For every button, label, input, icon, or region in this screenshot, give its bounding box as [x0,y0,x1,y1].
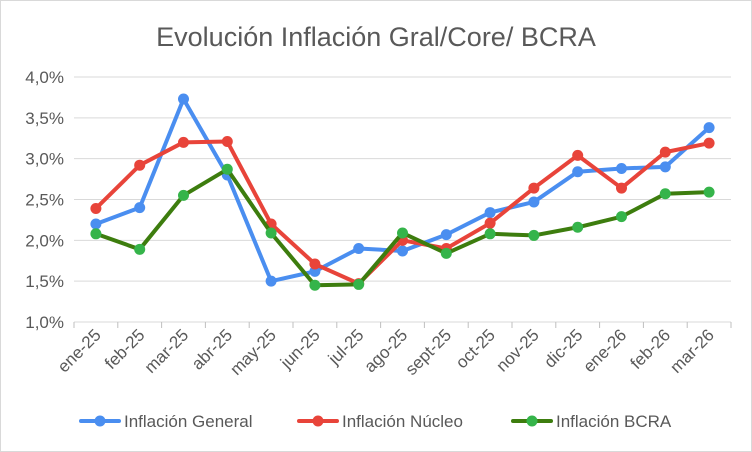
x-tick-label: feb-25 [101,325,149,373]
y-tick-label: 3,5% [25,109,64,128]
data-point [90,202,102,214]
legend-item: Inflación Núcleo [297,412,463,431]
x-tick-label: oct-25 [452,325,499,372]
data-point [397,245,408,257]
data-point [134,243,146,255]
series-line [93,139,712,286]
data-point [616,162,627,174]
data-point [440,247,452,259]
legend-marker [312,415,324,427]
data-point [134,202,146,214]
data-point [309,258,321,270]
y-tick-label: 1,0% [25,313,64,332]
legend-label: Inflación Núcleo [342,412,463,431]
x-tick-label: mar-26 [666,325,718,377]
data-point [703,137,715,149]
x-tick-label: ene-26 [579,325,630,376]
data-point [528,182,540,194]
data-point [659,188,671,200]
data-point [265,275,277,287]
data-point [353,243,365,254]
data-point [178,93,189,105]
data-point [572,166,584,178]
y-tick-label: 2,5% [25,191,64,210]
legend-marker [94,415,106,427]
grid-layer [73,76,732,328]
series-3 [90,163,715,291]
data-point [484,207,496,219]
legend-marker [526,415,538,427]
data-point [221,163,233,175]
data-point [90,228,102,240]
data-point [397,227,408,239]
data-point [178,189,189,201]
data-point [484,217,496,229]
data-point [178,136,189,148]
data-point [703,186,715,198]
x-tick-label: may-25 [226,325,280,379]
legend-item: Inflación General [79,412,253,431]
y-axis-ticks: 1,0% 1,5% 2,0% 2,5% 3,0% 3,5% 4,0% [25,68,64,332]
x-tick-label: jun-25 [276,325,324,373]
x-tick-label: ene-25 [54,325,105,376]
x-tick-label: feb-26 [627,325,675,373]
legend: Inflación General Inflación Núcleo Inflaci… [79,412,672,431]
y-tick-label: 4,0% [25,68,64,87]
data-point [221,136,233,148]
data-point [90,218,102,230]
data-point [528,196,540,208]
data-point [572,149,584,161]
data-point [134,159,146,171]
legend-label: Inflación General [124,412,253,431]
series-layer [90,93,715,291]
data-point [703,122,715,134]
legend-item: Inflación BCRA [511,412,672,431]
x-tick-label: mar-25 [141,325,193,377]
data-point [528,229,540,241]
data-point [572,221,584,233]
legend-label: Inflación BCRA [556,412,672,431]
x-tick-label: dic-25 [540,325,586,371]
data-point [309,279,321,291]
data-point [353,278,365,290]
x-tick-label: sept-25 [402,325,456,379]
data-point [484,228,496,240]
chart-title: Evolución Inflación Gral/Core/ BCRA [156,22,596,52]
y-tick-label: 2,0% [25,231,64,250]
data-point [616,182,627,194]
data-point [659,146,671,158]
data-point [616,211,627,223]
y-tick-label: 3,0% [25,150,64,169]
data-point [265,227,277,239]
data-point [440,229,452,241]
x-tick-label: nov-25 [493,325,543,375]
data-point [659,161,671,173]
y-tick-label: 1,5% [25,272,64,291]
